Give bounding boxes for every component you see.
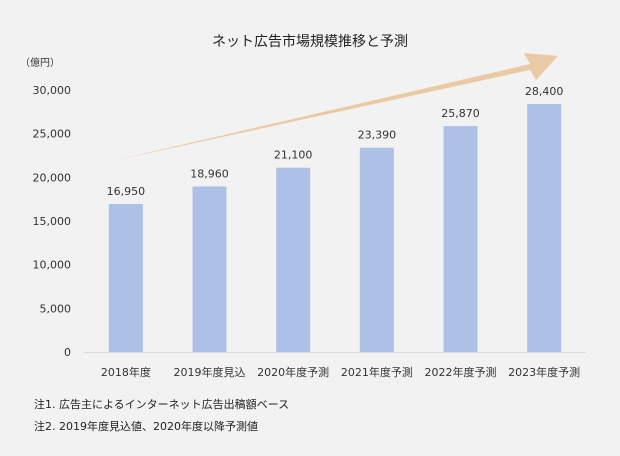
y-tick-label: 5,000 <box>40 302 72 315</box>
x-tick-label: 2019年度見込 <box>174 365 246 379</box>
y-axis-unit-label: （億円） <box>20 56 60 69</box>
bar <box>443 126 478 352</box>
x-tick-label: 2018年度 <box>101 365 151 379</box>
bar <box>192 186 227 352</box>
trend-arrow-shape <box>112 53 558 161</box>
bar-value-label: 16,950 <box>107 185 146 198</box>
x-tick-label: 2023年度予測 <box>508 365 580 379</box>
footnote-1: 注1. 広告主によるインターネット広告出稿額ベース <box>34 398 290 411</box>
footnote-2: 注2. 2019年度見込値、2020年度以降予測値 <box>34 420 258 433</box>
y-tick-label: 15,000 <box>33 215 72 228</box>
y-tick-label: 0 <box>64 346 71 359</box>
x-tick-label: 2020年度予測 <box>257 365 329 379</box>
bars: 16,950 18,960 21,100 23,390 25,870 28,400 <box>107 85 564 353</box>
x-tick-label: 2021年度予測 <box>341 365 413 379</box>
x-tick-label: 2022年度予測 <box>425 365 497 379</box>
y-tick-label: 30,000 <box>33 84 72 97</box>
bar <box>527 103 562 353</box>
bar-value-label: 23,390 <box>358 129 397 142</box>
bar-value-label: 21,100 <box>274 149 313 162</box>
bar-value-label: 25,870 <box>441 107 480 120</box>
y-tick-label: 20,000 <box>33 171 72 184</box>
bar <box>108 203 143 352</box>
y-tick-label: 10,000 <box>33 259 72 272</box>
footnotes: 注1. 広告主によるインターネット広告出稿額ベース 注2. 2019年度見込値、… <box>34 394 289 438</box>
bar <box>359 147 394 352</box>
bar-value-label: 28,400 <box>525 85 564 98</box>
chart-title: ネット広告市場規模推移と予測 <box>212 33 408 50</box>
bar-value-label: 18,960 <box>190 167 229 180</box>
x-axis-ticks: 2018年度 2019年度見込 2020年度予測 2021年度予測 2022年度予測 20… <box>101 365 580 379</box>
bar <box>276 167 311 352</box>
trend-arrow <box>112 53 558 161</box>
y-axis-ticks: 0 5,000 10,000 15,000 20,000 25,000 30,000 <box>33 84 72 359</box>
y-tick-label: 25,000 <box>33 128 72 141</box>
